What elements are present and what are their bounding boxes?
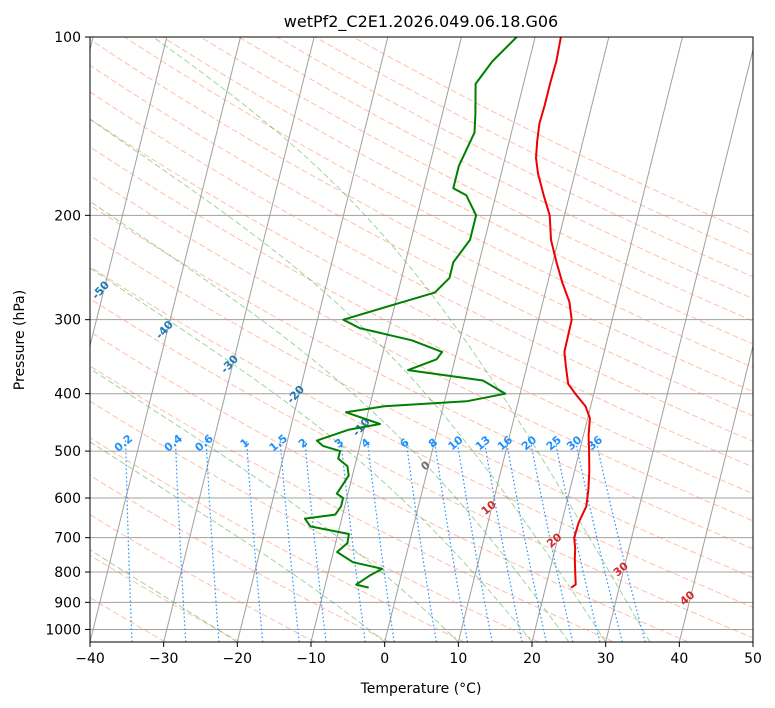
axes: −40 −30 −20 −10 0 10 20 30 40 50 100 200 300 400 500 60…	[45, 30, 762, 667]
y-tick-label: 900	[54, 595, 81, 611]
dry-adiabat-line	[90, 175, 753, 522]
dry-adiabat-line	[90, 38, 753, 392]
dry-adiabat-line	[90, 91, 753, 442]
y-tick-label: 100	[54, 30, 81, 46]
y-tick-label: 800	[54, 565, 81, 581]
isotherm-line	[605, 47, 753, 642]
y-tick-label: 600	[54, 491, 81, 507]
temperature-line	[535, 37, 591, 589]
dry-adiabat-line	[90, 64, 753, 417]
mixing-ratio-line	[205, 440, 220, 642]
y-tick-label: 200	[54, 208, 81, 224]
plot-frame	[89, 36, 754, 643]
mixing-ratio-line	[246, 440, 264, 642]
moist-adiabat-line	[90, 368, 459, 642]
x-tick-label: −30	[149, 651, 179, 667]
mixing-ratio-line	[483, 440, 523, 642]
y-tick-label: 1000	[45, 622, 81, 638]
x-tick-label: −10	[296, 651, 326, 667]
x-tick-label: −40	[75, 651, 105, 667]
moist-adiabat-line	[90, 441, 385, 642]
isotherm-line	[90, 37, 241, 642]
mixing-ratio-line	[304, 440, 327, 642]
isotherm-line	[384, 37, 536, 642]
dry-adiabat-line	[238, 37, 753, 300]
dry-adiabat-line	[90, 331, 689, 642]
dry-adiabat-line	[90, 118, 753, 468]
dry-adiabat-line	[90, 597, 166, 642]
mixing-ratio-line	[456, 440, 493, 642]
mixing-ratio-line	[340, 440, 366, 642]
mixing-ratio-line	[279, 440, 300, 642]
isotherm-line	[531, 37, 683, 642]
mixing-ratio-line	[366, 440, 395, 642]
y-tick-label: 300	[54, 313, 81, 329]
isotherm-line	[236, 37, 389, 642]
moist-adiabat-line	[90, 549, 238, 642]
dry-adiabat-line	[90, 266, 753, 608]
x-axis-title: Temperature (°C)	[360, 681, 482, 697]
x-tick-label: 40	[670, 651, 688, 667]
mixing-ratio-line	[595, 440, 646, 642]
y-tick-label: 700	[54, 531, 81, 547]
y-tick-label: 400	[54, 387, 81, 403]
dry-adiabat-line	[90, 204, 753, 550]
mixing-ratio-line	[529, 440, 574, 642]
dry-adiabat-line	[90, 474, 390, 642]
reference-lines	[90, 37, 753, 642]
dry-adiabat-line	[162, 37, 753, 345]
x-tick-label: 50	[744, 651, 762, 667]
isotherm-line	[678, 343, 753, 642]
mixing-ratio-line	[174, 440, 187, 642]
mixing-ratio-line	[125, 440, 133, 642]
isotherm-line	[310, 37, 462, 642]
moist-adiabat-line	[152, 37, 651, 642]
x-tick-label: 30	[597, 651, 615, 667]
dry-adiabat-line	[90, 554, 241, 642]
chart-title: wetPf2_C2E1.2026.049.06.18.G06	[284, 12, 558, 32]
dry-adiabat-line	[90, 437, 465, 642]
isotherm-line	[90, 37, 168, 348]
dry-adiabat-line	[90, 234, 753, 579]
mixing-ratio-line	[574, 440, 623, 642]
x-tick-label: 0	[380, 651, 389, 667]
mixing-ratio-line	[505, 440, 547, 642]
moist-adiabat-line	[90, 118, 607, 642]
y-axis-title: Pressure (hPa)	[12, 290, 28, 390]
mixing-ratio-line	[554, 440, 601, 642]
moist-adiabat-line	[90, 267, 533, 642]
dewpoint-line	[303, 37, 518, 589]
profile-lines	[303, 37, 591, 589]
isotherm-line	[163, 37, 315, 642]
y-tick-label: 500	[54, 444, 81, 460]
dry-adiabat-line	[90, 146, 753, 495]
x-tick-label: 20	[523, 651, 541, 667]
dry-adiabat-line	[90, 365, 614, 642]
isotherm-line	[457, 37, 610, 642]
x-tick-label: 10	[449, 651, 467, 667]
mixing-ratio-line	[405, 440, 437, 642]
x-tick-label: −20	[223, 651, 253, 667]
moist-adiabat-line	[90, 200, 570, 642]
mixing-ratio-line	[433, 440, 469, 642]
